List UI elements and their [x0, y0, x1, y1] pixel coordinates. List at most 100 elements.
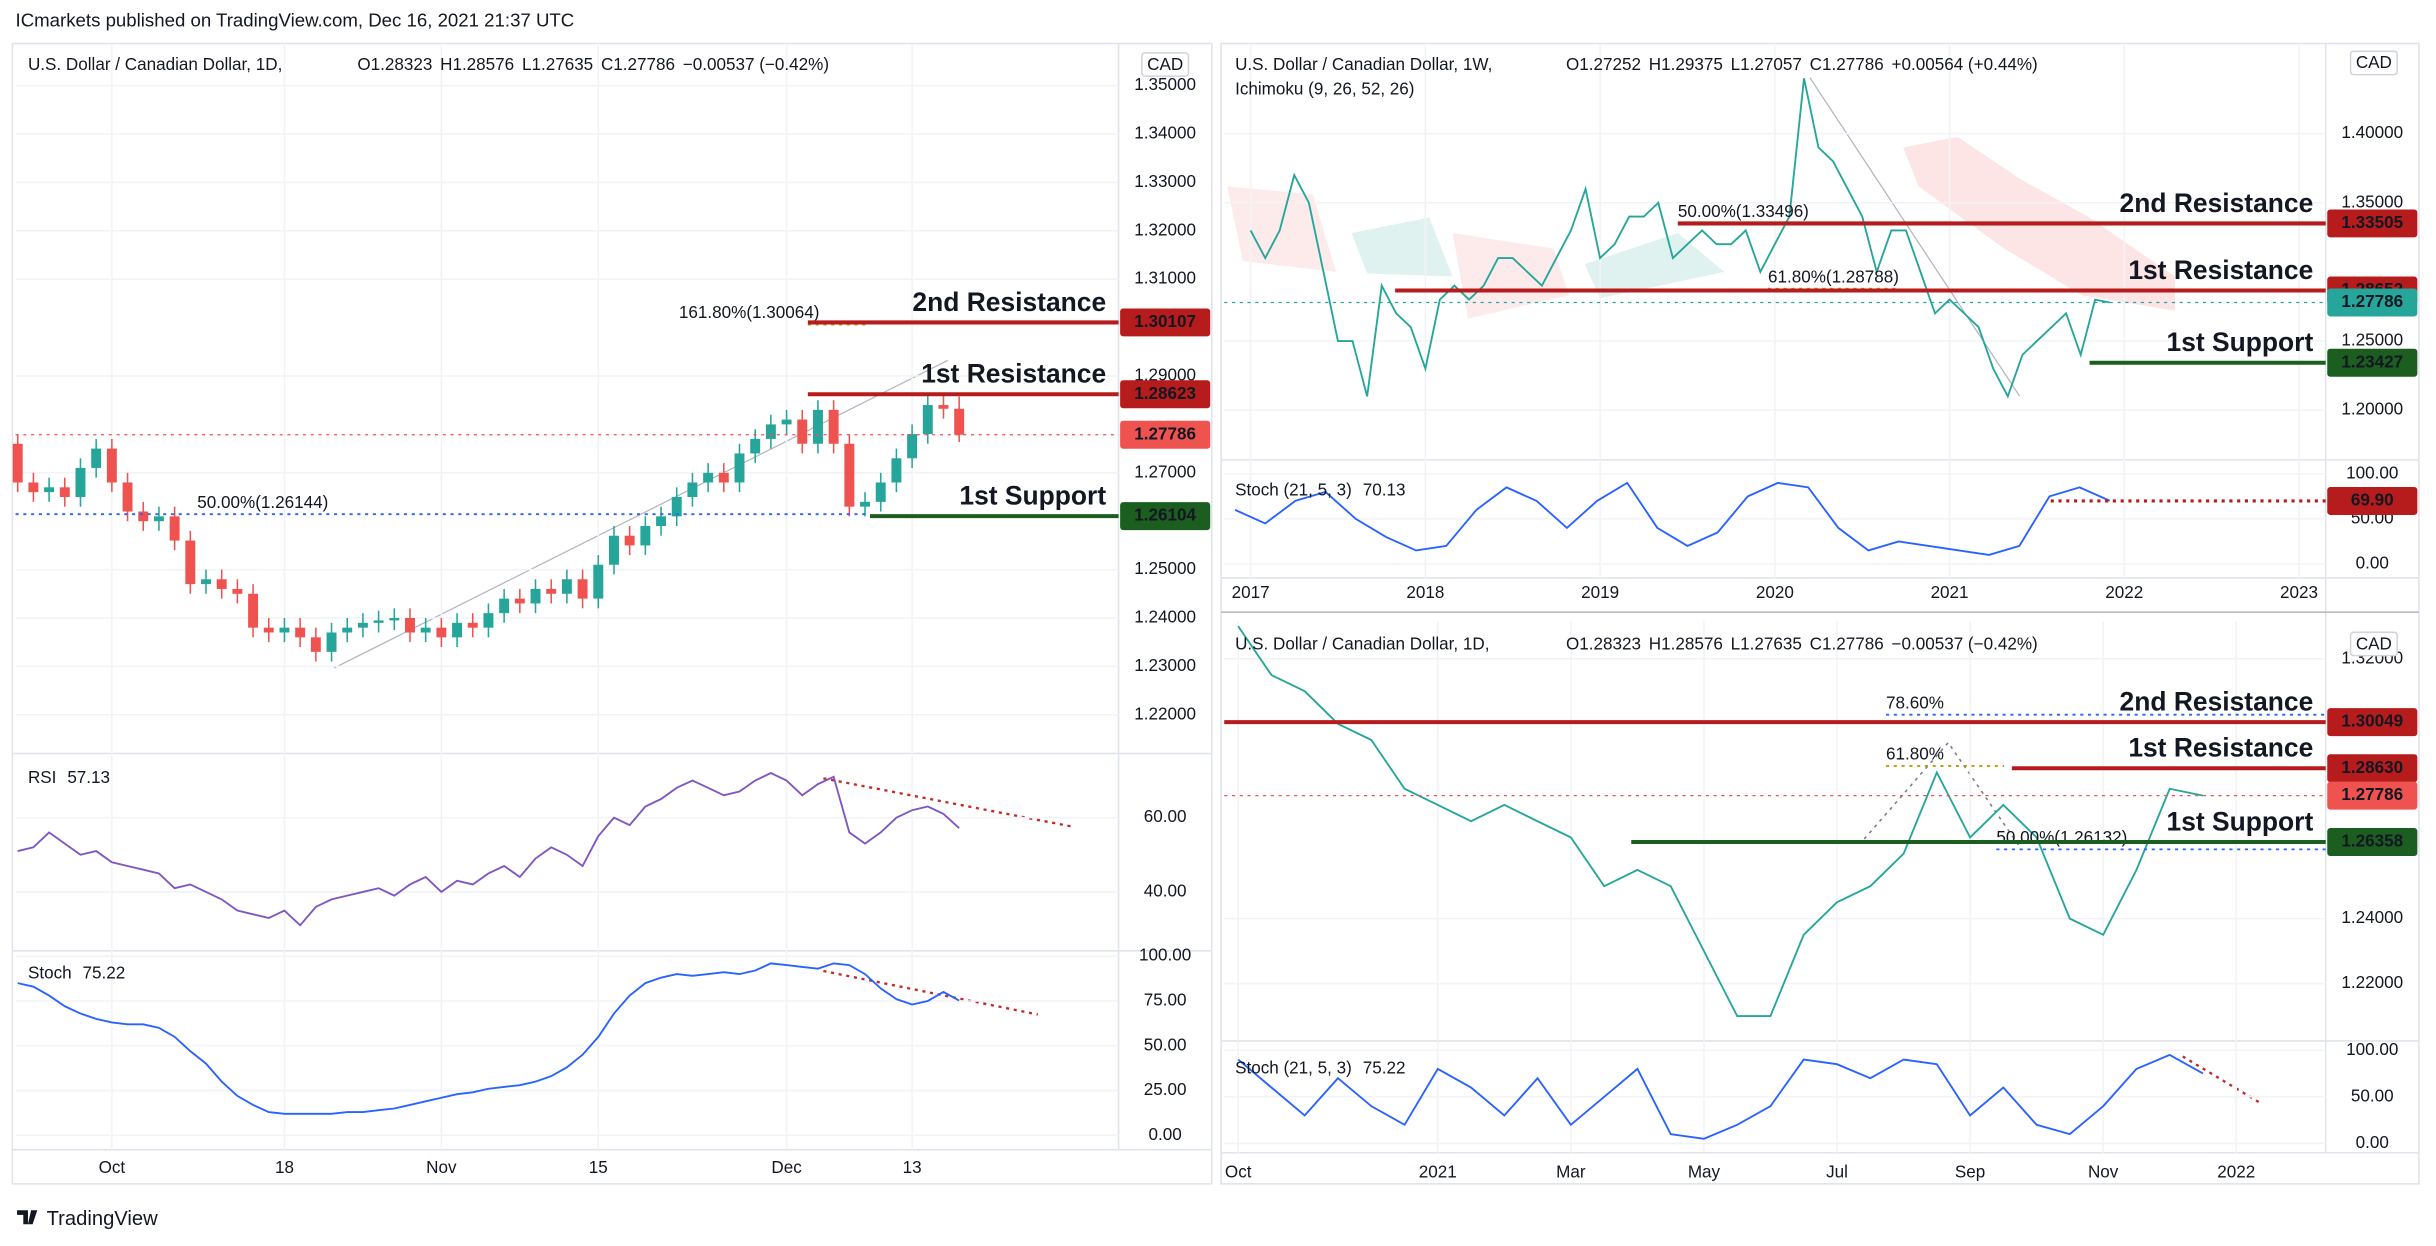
x-tick-label: Sep [1955, 1162, 1985, 1181]
y-tick-label: 0.00 [2356, 1133, 2389, 1152]
price-badge [2327, 708, 2418, 737]
candle-body [44, 487, 55, 493]
indicator-name: RSI [28, 768, 56, 787]
price-badge-label: 1.23427 [2341, 352, 2403, 371]
level-name: 2nd Resistance [2120, 686, 2314, 716]
x-tick-label: 2017 [1232, 583, 1270, 602]
candle-body [624, 535, 635, 546]
price-badge-label: 1.28630 [2341, 758, 2403, 777]
price-badge [1120, 308, 1211, 337]
candle-body [844, 443, 855, 507]
y-tick-label: 100.00 [1139, 946, 1191, 965]
candle-body [907, 434, 918, 459]
x-tick-label: 2018 [1406, 583, 1444, 602]
price-badge-label: 1.26104 [1134, 506, 1196, 525]
candle-body [687, 482, 698, 497]
candle-body [169, 516, 180, 541]
indicator-title: Ichimoku (9, 26, 52, 26) [1235, 80, 1414, 99]
candle-body [201, 579, 211, 585]
y-tick-label: 1.23000 [1134, 656, 1196, 675]
quote-value: H1.28576 [440, 55, 514, 74]
y-tick-label: 75.00 [1144, 990, 1187, 1009]
candle-body [153, 516, 164, 522]
y-tick-label: 1.27000 [1134, 462, 1196, 481]
candle-body [436, 627, 447, 638]
candle-body [106, 448, 117, 483]
logo: TradingView [17, 1208, 158, 1230]
x-tick-label: 2023 [2280, 583, 2318, 602]
quote-value: O1.28323 [1566, 634, 1641, 653]
quote-value: O1.28323 [357, 55, 432, 74]
cloud [1584, 233, 1725, 299]
candle-body [405, 617, 415, 633]
price-badge-label: 1.27786 [1134, 424, 1196, 443]
y-tick-label: 0.00 [2356, 553, 2389, 572]
fib-label: 50.00%(1.33496) [1678, 202, 1809, 221]
candle-body [138, 511, 149, 522]
price-badge [1120, 420, 1211, 449]
price-badge [1120, 502, 1211, 531]
candle-body [828, 409, 839, 444]
candle-body [452, 622, 463, 638]
candle-body [342, 627, 353, 633]
candle-body [530, 588, 541, 604]
quote-value: −0.00537 (−0.42%) [683, 55, 829, 74]
x-tick-label: May [1688, 1162, 1721, 1181]
candle-body [671, 496, 682, 517]
series-line [1234, 481, 2111, 556]
indicator-value: 75.22 [83, 964, 126, 983]
divergence-line [823, 969, 1039, 1016]
series-line [1249, 78, 2110, 399]
fib-label: 78.60% [1886, 693, 1944, 712]
y-tick-label: 1.35000 [1134, 75, 1196, 94]
candle-body [185, 540, 196, 585]
indicator-value: 70.13 [1363, 480, 1406, 499]
level-name: 1st Support [2167, 806, 2314, 836]
candle-body [326, 632, 337, 652]
candle-body [546, 588, 557, 594]
level-name: 1st Resistance [2128, 255, 2313, 285]
price-badge [2327, 754, 2418, 783]
currency: CAD [2356, 53, 2392, 72]
fib-label: 50.00%(1.26132) [1996, 828, 2127, 847]
x-tick-label: 2022 [2105, 583, 2143, 602]
x-tick-label: 2019 [1581, 583, 1619, 602]
candle-body [891, 458, 902, 483]
y-tick-label: 25.00 [1144, 1080, 1187, 1099]
candle-body [483, 613, 494, 628]
quote-value: +0.00564 (+0.44%) [1891, 55, 2037, 74]
fib-label: 61.80%(1.28788) [1768, 267, 1899, 286]
candle-body [954, 408, 965, 435]
cloud [1351, 217, 1453, 277]
candle-body [12, 443, 23, 483]
chart-title: U.S. Dollar / Canadian Dollar, 1D, [28, 55, 282, 74]
x-tick-label: Nov [426, 1158, 457, 1177]
x-tick-label: 2021 [1931, 583, 1969, 602]
y-tick-label: 1.24000 [2341, 908, 2403, 927]
right-frame [1220, 42, 2420, 1185]
y-tick-label: 100.00 [2346, 1040, 2398, 1059]
candle-body [922, 405, 933, 435]
candle-body [593, 564, 604, 599]
indicator-name: Stoch (21, 5, 3) [1235, 1058, 1352, 1077]
quote-value: H1.28576 [1649, 634, 1723, 653]
candle-body [875, 482, 886, 502]
price-badge [2327, 209, 2418, 238]
price-badge [2327, 288, 2418, 317]
candle-body [718, 472, 729, 483]
y-tick-label: 1.34000 [1134, 124, 1196, 143]
logo-text[interactable]: TradingView [47, 1208, 159, 1230]
candle-body [59, 487, 70, 497]
price-badge-label: 1.30049 [2341, 712, 2403, 731]
candle-body [765, 424, 776, 439]
candle-body [640, 526, 651, 546]
fib-label: 61.80% [1886, 745, 1944, 764]
y-tick-label: 1.22000 [1134, 704, 1196, 723]
cloud [1452, 233, 1570, 319]
fib-label: 161.80%(1.30064) [679, 303, 820, 322]
x-tick-label: 2020 [1756, 583, 1794, 602]
y-tick-label: 1.20000 [2341, 400, 2403, 419]
y-tick-label: 1.29000 [1134, 366, 1196, 385]
series-line [17, 772, 960, 927]
y-tick-label: 0.00 [1149, 1125, 1182, 1144]
